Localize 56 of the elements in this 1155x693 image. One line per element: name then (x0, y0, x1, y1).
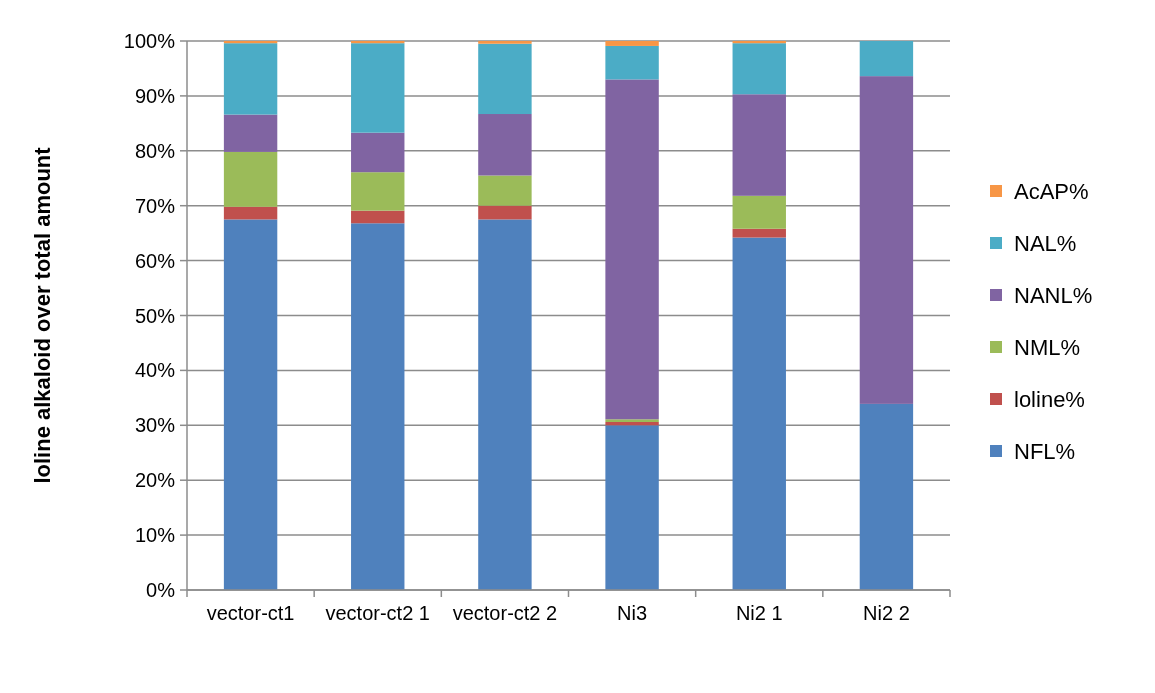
bar (478, 205, 532, 220)
bar (351, 41, 405, 44)
y-tick-label: 30% (134, 414, 176, 437)
y-tick-label: 100% (123, 30, 176, 52)
y-tick-label: 60% (134, 249, 176, 272)
bar (859, 403, 914, 590)
bar (732, 41, 786, 44)
bar (605, 41, 659, 46)
legend-label: NAL% (1014, 230, 1077, 256)
legend-label: AcAP% (1014, 178, 1089, 204)
bar (605, 425, 659, 590)
y-tick-label: 70% (134, 194, 176, 217)
legend-label: NANL% (1014, 282, 1093, 308)
bar (223, 219, 278, 590)
x-tick-label: vector-ct1 (206, 602, 295, 624)
bar (478, 219, 532, 590)
bar (478, 114, 532, 176)
bar (859, 41, 914, 77)
bar (351, 43, 405, 133)
y-tick-label: 0% (146, 579, 176, 601)
bar (351, 223, 405, 590)
bar (605, 79, 659, 420)
bar (732, 43, 786, 95)
bar (351, 210, 405, 224)
y-axis-title: loline alkaloid over total amount (30, 146, 55, 484)
bar (223, 41, 278, 44)
bar (605, 422, 659, 426)
bar (605, 45, 659, 80)
x-tick-label: Ni2 1 (735, 602, 783, 624)
y-tick-label: 20% (134, 469, 176, 492)
y-tick-label: 40% (134, 359, 176, 382)
bar (732, 94, 786, 196)
bar (478, 175, 532, 206)
bar (859, 76, 914, 404)
bar (351, 172, 405, 211)
bar (478, 43, 532, 115)
x-tick-label: Ni3 (617, 602, 648, 624)
x-tick-label: vector-ct2 1 (325, 602, 430, 624)
bar (732, 228, 786, 238)
x-tick-label: Ni2 2 (863, 602, 910, 624)
x-tick-label: vector-ct2 2 (452, 602, 558, 624)
legend-label: loline% (1014, 386, 1085, 412)
legend-label: NML% (1014, 334, 1081, 360)
y-tick-label: 80% (134, 139, 176, 162)
bar (732, 237, 786, 590)
y-tick-label: 90% (134, 84, 176, 107)
bar (223, 114, 278, 152)
bar (223, 151, 278, 207)
bar (223, 206, 278, 220)
bar (351, 132, 405, 173)
bar (478, 41, 532, 44)
y-tick-label: 10% (134, 524, 176, 547)
legend-label: NFL% (1014, 438, 1076, 464)
y-tick-label: 50% (134, 304, 176, 327)
bar (732, 195, 786, 229)
bar (223, 43, 278, 115)
